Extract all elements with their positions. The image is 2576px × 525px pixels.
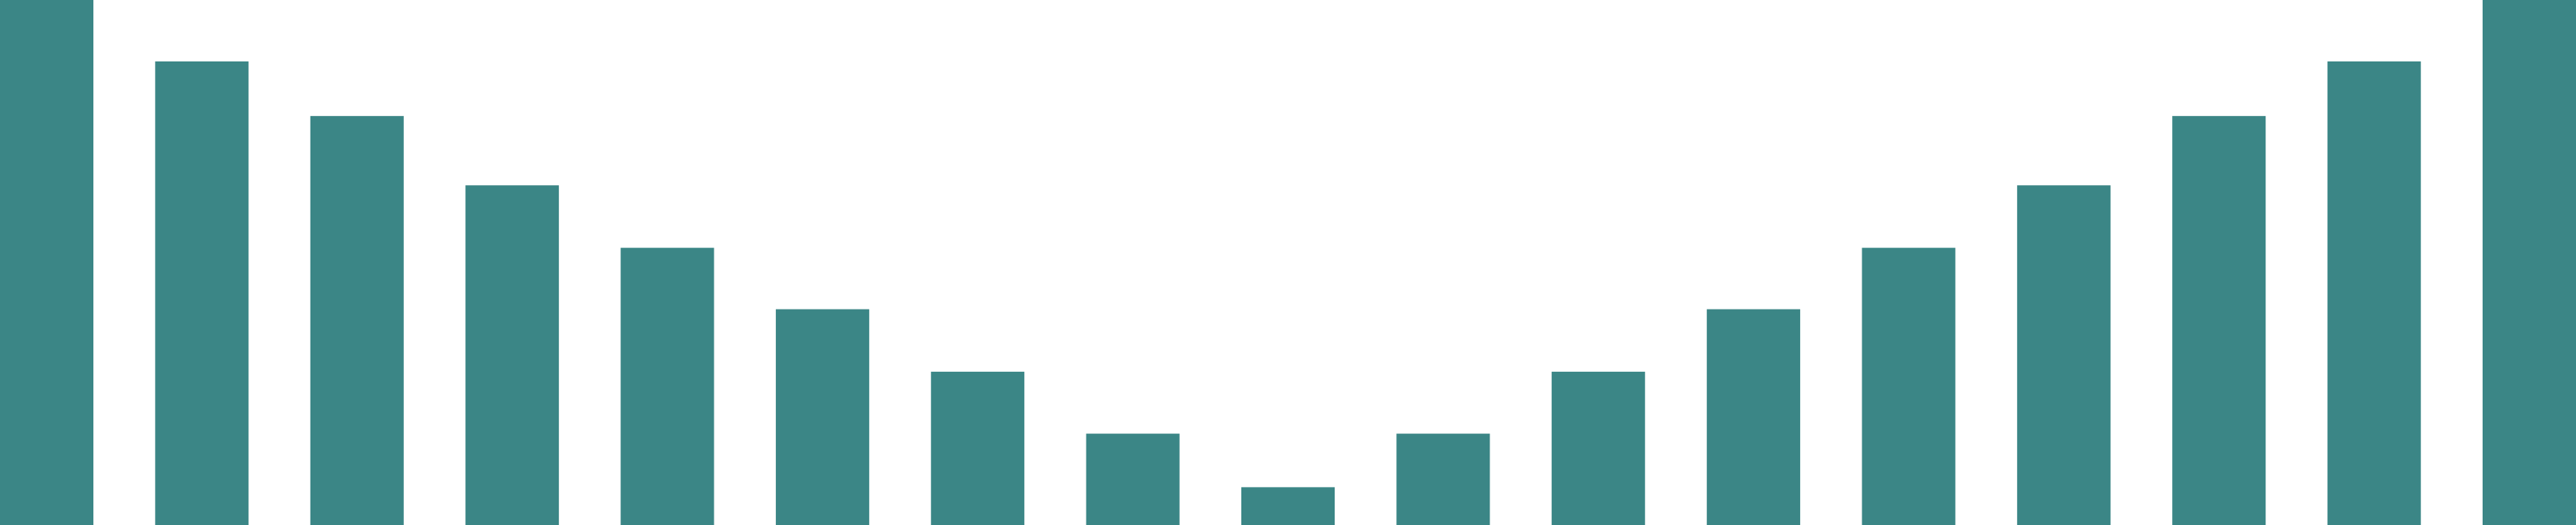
bar-11 xyxy=(1551,371,1645,525)
bar-13 xyxy=(1862,247,1956,525)
bar-16 xyxy=(2327,61,2421,525)
bar-9 xyxy=(1241,487,1335,525)
bar-14 xyxy=(2016,185,2111,525)
bar-8 xyxy=(1086,433,1180,525)
bar-1 xyxy=(0,0,93,525)
bar-7 xyxy=(931,371,1025,525)
bar-4 xyxy=(465,185,560,525)
bar-17 xyxy=(2483,0,2576,525)
bar-12 xyxy=(1707,309,1801,525)
bar-3 xyxy=(310,116,404,525)
bar-5 xyxy=(620,247,714,525)
bar-6 xyxy=(775,309,869,525)
bar-15 xyxy=(2172,116,2266,525)
bar-2 xyxy=(155,61,249,525)
bar-10 xyxy=(1396,433,1490,525)
